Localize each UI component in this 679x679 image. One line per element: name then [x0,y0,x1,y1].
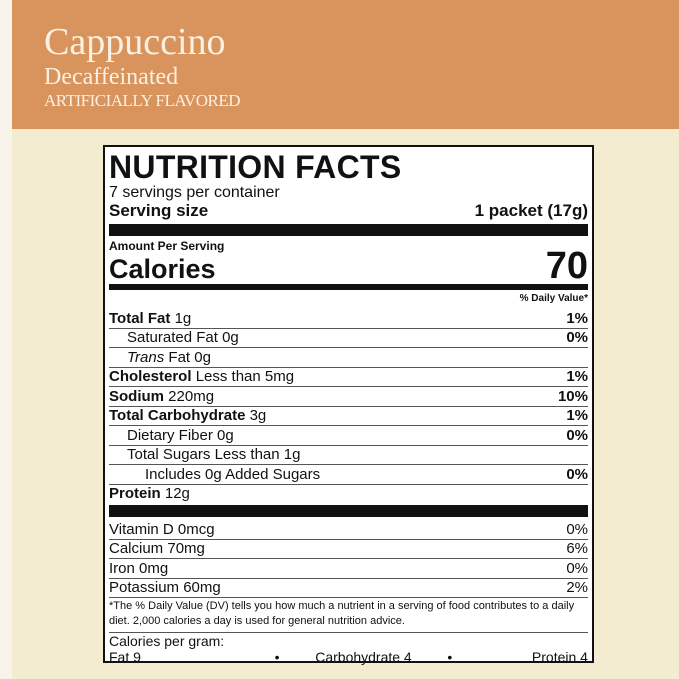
nutrient-label: Total Sugars [127,446,211,463]
nutrient-label: Total Carbohydrate [109,407,246,424]
calories-per-gram: Calories per gram: Fat 9 • Carbohydrate … [109,632,588,665]
nutrient-amount: Less than 1g [214,446,301,463]
nutrient-row: Cholesterol Less than 5mg 1% [109,366,588,387]
nutrient-name: Includes 0g Added Sugars [109,466,320,484]
vitamin-amount: 0mg [139,559,169,577]
nutrient-name: Saturated Fat 0g [109,329,239,347]
nutrient-amount: 1g [174,309,192,327]
serving-size-row: Serving size 1 packet (17g) [109,201,588,221]
nutrient-name: Trans Fat 0g [109,349,211,367]
nutrient-amount: Fat 0g [168,348,211,366]
nutrient-label: Saturated Fat [127,329,218,346]
label-title: NUTRITION FACTS [109,149,402,185]
vitamin-row: Iron 0mg 0% [109,558,588,578]
nutrient-amount: 12g [164,485,190,502]
nutrient-row: Sodium 220mg 10% [109,386,588,406]
nutrient-dv: 1% [566,407,588,424]
nutrient-row: Trans Fat 0g [109,347,588,367]
nutrient-row: Protein 12g [109,483,588,504]
nutrient-dv: 0% [566,426,588,444]
vitamin-label: Calcium 70mg [109,540,205,558]
nutrient-row: Total Carbohydrate 3g 1% [109,405,588,426]
footnote: *The % Daily Value (DV) tells you how mu… [109,597,588,629]
thick-divider [109,224,588,236]
vitamin-row: Calcium 70mg 6% [109,538,588,559]
nutrient-name: Protein 12g [109,485,190,503]
vitamin-row: Vitamin D 0mcg 0% [109,519,588,539]
calories-row: Calories 70 [109,247,588,285]
nutrient-row: Saturated Fat 0g 0% [109,327,588,348]
nutrient-label: Protein [109,485,161,502]
nutrient-list: Total Fat 1g 1% Saturated Fat 0g 0% Trans Fa… [109,308,588,503]
product-name: Cappuccino [44,21,226,63]
product-flavor: ARTIFICIALLY FLAVORED [44,91,240,110]
nutrient-name: Total Carbohydrate 3g [109,407,266,425]
calories-label: Calories [109,254,216,284]
thick-divider [109,505,588,517]
amount-per-serving: Amount Per Serving [109,239,225,253]
cal-per-gram-label: Calories per gram: [109,633,225,649]
nutrient-name: Total Sugars Less than 1g [109,446,300,464]
vitamin-dv: 0% [566,559,588,577]
nutrient-row: Total Sugars Less than 1g [109,444,588,465]
bullet: • [447,649,453,665]
vitamin-label: Vitamin D 0mcg [109,521,215,539]
vitamin-name: Calcium [109,540,164,557]
servings-per-container: 7 servings per container [109,184,280,201]
vitamin-name: Potassium [109,579,180,596]
nutrient-amount: 220mg [168,387,215,405]
vitamin-amount: 70mg [167,540,205,557]
nutrient-label: Includes [145,465,201,483]
vitamin-row: Potassium 60mg 2% [109,577,588,598]
vitamin-dv: 0% [566,520,588,538]
nutrient-label: Sodium [109,387,164,405]
dv-header: % Daily Value* [519,293,588,304]
vitamin-name: Vitamin D [109,520,174,538]
vitamin-dv: 6% [566,540,588,557]
vitamin-list: Vitamin D 0mcg 0% Calcium 70mg 6% Iron 0mg 0%… [109,519,588,597]
nutrient-amount: 0g Added Sugars [205,465,321,483]
nutrient-name: Sodium 220mg [109,388,214,406]
vitamin-dv: 2% [566,579,588,596]
product-branding: Cappuccino Decaffeinated ARTIFICIALLY FL… [44,20,240,112]
nutrient-row: Dietary Fiber 0g 0% [109,425,588,445]
vitamin-label: Potassium 60mg [109,579,221,597]
nutrition-facts-label: NUTRITION FACTS 7 servings per container… [103,145,594,665]
nutrient-dv: 1% [566,368,588,385]
cal-per-gram-values: Fat 9 • Carbohydrate 4 • Protein 4 [109,649,588,665]
nutrient-row: Includes 0g Added Sugars 0% [109,464,588,484]
nutrient-label: Trans [127,348,165,366]
bullet: • [274,649,280,665]
serving-size-value: 1 packet (17g) [474,201,588,220]
nutrient-dv: 0% [566,329,588,346]
nutrient-name: Total Fat 1g [109,310,191,328]
nutrient-amount: Less than 5mg [195,368,295,385]
nutrient-dv: 10% [557,387,588,405]
nutrient-label: Dietary Fiber [127,426,213,444]
medium-divider [109,284,588,290]
left-edge [0,0,12,679]
nutrient-amount: 0g [217,426,234,444]
nutrient-amount: 0g [222,329,239,346]
nutrient-dv: 1% [566,309,588,327]
serving-size-label: Serving size [109,201,209,220]
nutrient-amount: 3g [249,407,267,424]
product-subtitle: Decaffeinated [44,64,179,90]
vitamin-name: Iron [109,559,135,577]
vitamin-amount: 0mcg [177,520,215,538]
nutrient-name: Cholesterol Less than 5mg [109,368,294,386]
nutrient-label: Total Fat [109,309,171,327]
nutrient-dv: 0% [566,465,588,483]
product-header-band [12,0,679,129]
vitamin-amount: 60mg [183,579,221,596]
protein-cal: Protein 4 [531,649,588,665]
carb-cal: Carbohydrate 4 [315,649,412,665]
calories-value: 70 [545,245,588,287]
nutrient-name: Dietary Fiber 0g [109,427,234,445]
fat-cal: Fat 9 [109,649,141,665]
vitamin-label: Iron 0mg [109,560,168,578]
nutrient-label: Cholesterol [109,368,192,385]
nutrient-row: Total Fat 1g 1% [109,308,588,328]
